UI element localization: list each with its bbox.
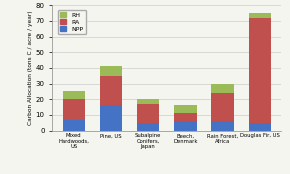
Bar	[174, 105, 197, 113]
Bar	[249, 123, 271, 130]
Bar	[249, 13, 271, 18]
Bar	[174, 113, 197, 121]
Bar	[63, 91, 85, 99]
Bar	[211, 121, 234, 130]
Bar	[137, 99, 159, 104]
Bar	[211, 93, 234, 121]
Bar	[211, 84, 234, 93]
Bar	[63, 99, 85, 120]
Bar	[249, 18, 271, 123]
Bar	[100, 66, 122, 76]
Bar	[100, 105, 122, 130]
Legend: RH, RA, NPP: RH, RA, NPP	[58, 10, 86, 34]
Bar	[137, 104, 159, 123]
Y-axis label: Carbon Allocation (tons C / acre / year): Carbon Allocation (tons C / acre / year)	[28, 11, 33, 125]
Bar	[174, 121, 197, 130]
Bar	[137, 123, 159, 130]
Bar	[63, 120, 85, 130]
Bar	[100, 76, 122, 105]
